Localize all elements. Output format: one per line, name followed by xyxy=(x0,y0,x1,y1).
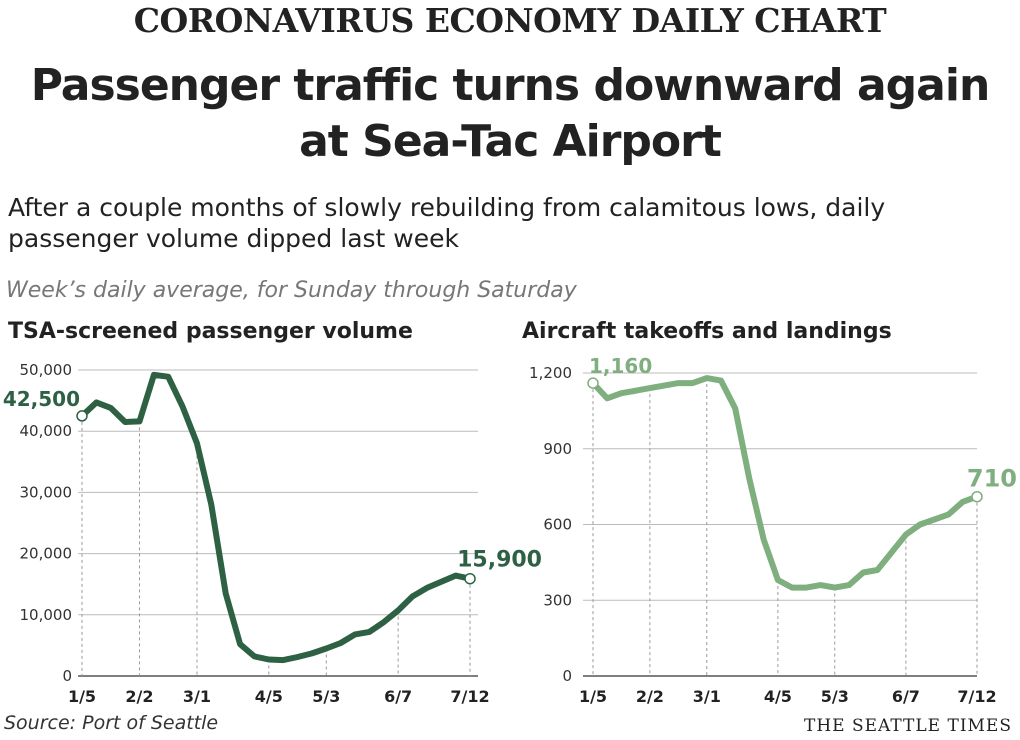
aircraft-y-tick-label: 0 xyxy=(562,667,572,685)
aircraft-series-line xyxy=(590,375,980,591)
tsa-x-tick-label: 7/12 xyxy=(450,687,489,706)
tsa-y-tick-label: 40,000 xyxy=(20,422,73,440)
aircraft-y-tick-label: 1,200 xyxy=(529,364,572,382)
tsa-x-tick-label: 1/5 xyxy=(68,687,96,706)
chart-title-tsa: TSA-screened passenger volume xyxy=(8,319,413,344)
publisher-credit: THE SEATTLE TIMES xyxy=(804,716,1012,736)
tsa-y-tick-label: 20,000 xyxy=(20,545,73,563)
aircraft-x-tick-label: 5/3 xyxy=(821,687,849,706)
tsa-start-value-label: 42,500 xyxy=(3,387,80,411)
aircraft-end-marker xyxy=(971,490,983,503)
headline-line-2: at Sea-Tac Airport xyxy=(299,116,722,167)
tsa-end-marker xyxy=(464,572,476,585)
aircraft-start-marker xyxy=(587,377,599,389)
aircraft-x-tick-label: 1/5 xyxy=(579,687,607,706)
aircraft-y-tick-label: 600 xyxy=(543,516,572,534)
aircraft-y-tick-label: 300 xyxy=(543,591,572,609)
dek-line-1: After a couple months of slowly rebuildi… xyxy=(8,193,886,222)
aircraft-start-value-label: 1,160 xyxy=(589,354,652,378)
dek-line-2: passenger volume dipped last week xyxy=(8,224,459,253)
headline-line-1: Passenger traffic turns downward again xyxy=(30,60,991,111)
aircraft-x-tick-label: 6/7 xyxy=(892,687,920,706)
aircraft-x-tick-label: 7/12 xyxy=(957,687,996,706)
aircraft-x-tick-label: 3/1 xyxy=(693,687,721,706)
tsa-y-tick-label: 30,000 xyxy=(20,483,73,501)
source-note: Source: Port of Seattle xyxy=(4,712,219,734)
chart-title-aircraft: Aircraft takeoffs and landings xyxy=(522,319,892,344)
tsa-end-value-label: 15,900 xyxy=(457,548,542,573)
aircraft-y-tick-label: 900 xyxy=(543,440,572,458)
dek: After a couple months of slowly rebuildi… xyxy=(8,192,1008,254)
headline: Passenger traffic turns downward again a… xyxy=(0,58,1020,170)
tsa-series-line xyxy=(79,371,473,664)
tsa-y-tick-label: 0 xyxy=(62,667,72,685)
tsa-x-tick-label: 2/2 xyxy=(125,687,153,706)
aircraft-end-value-label: 710 xyxy=(967,465,1017,493)
tsa-y-tick-label: 10,000 xyxy=(20,606,73,624)
tsa-x-tick-label: 4/5 xyxy=(255,687,283,706)
tsa-x-tick-label: 6/7 xyxy=(384,687,412,706)
tsa-y-tick-label: 50,000 xyxy=(20,361,73,379)
tsa-x-tick-label: 3/1 xyxy=(183,687,211,706)
tsa-x-tick-label: 5/3 xyxy=(312,687,340,706)
aircraft-x-tick-label: 2/2 xyxy=(636,687,664,706)
aircraft-x-tick-label: 4/5 xyxy=(764,687,792,706)
kicker: CORONAVIRUS ECONOMY DAILY CHART xyxy=(133,1,887,40)
tsa-start-marker xyxy=(76,410,88,422)
chart-note: Week’s daily average, for Sunday through… xyxy=(6,278,577,303)
